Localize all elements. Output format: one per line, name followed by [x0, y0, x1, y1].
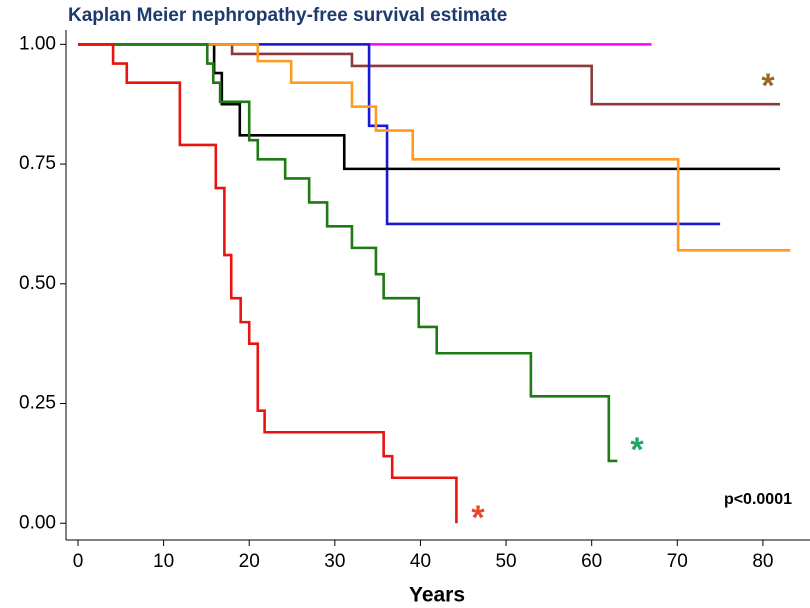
- survival-curve: [77, 43, 791, 252]
- x-tick-label: 50: [495, 551, 516, 572]
- y-tick-label: 0.75: [19, 153, 56, 174]
- survival-curve: [77, 43, 458, 524]
- y-tick-label: 0.25: [19, 393, 56, 414]
- y-tick-label: 1.00: [19, 33, 56, 54]
- x-axis-label: Years: [409, 584, 465, 607]
- x-tick-label: 10: [153, 551, 174, 572]
- chart-title: Kaplan Meier nephropathy-free survival e…: [68, 5, 507, 26]
- survival-curve: [77, 43, 781, 171]
- survival-curve: [77, 43, 721, 226]
- x-tick-label: 60: [581, 551, 602, 572]
- annotation: *: [471, 499, 485, 537]
- survival-curve: [77, 43, 618, 463]
- x-tick-label: 0: [73, 551, 84, 572]
- x-tick-label: 80: [752, 551, 773, 572]
- annotation: p<0.0001: [724, 491, 792, 508]
- x-tick-label: 70: [667, 551, 688, 572]
- y-tick-label: 0.00: [19, 512, 56, 533]
- annotation: *: [761, 67, 775, 105]
- y-tick-label: 0.50: [19, 273, 56, 294]
- x-tick-label: 20: [239, 551, 260, 572]
- annotation: *: [630, 431, 644, 469]
- survival-curve: [77, 43, 781, 106]
- x-tick-label: 30: [324, 551, 345, 572]
- x-tick-label: 40: [410, 551, 431, 572]
